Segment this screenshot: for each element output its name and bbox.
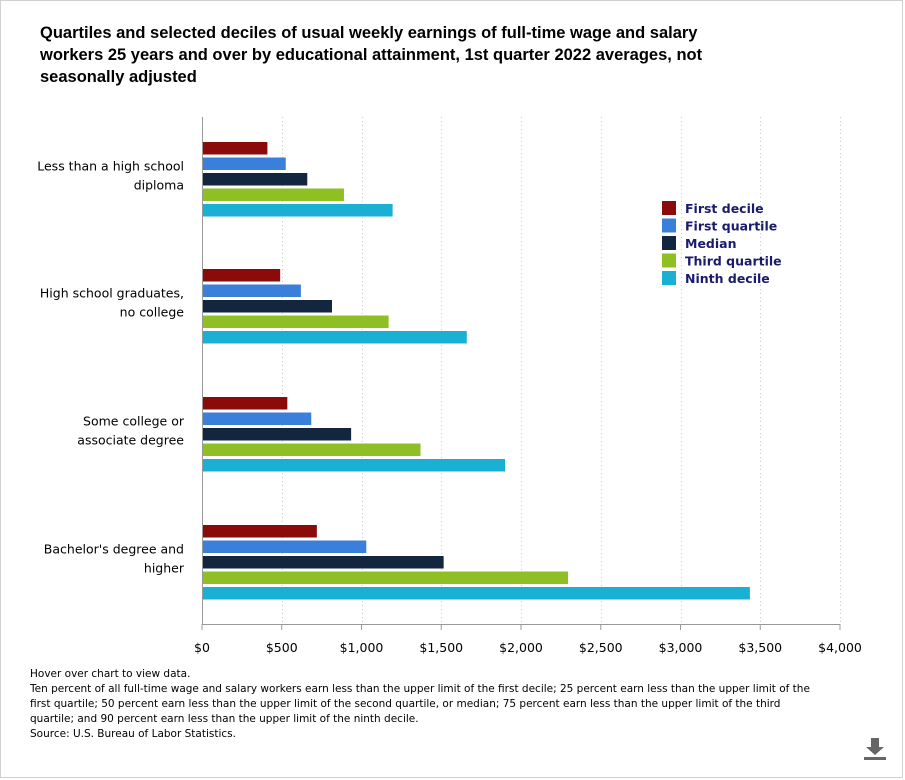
legend-swatch [662, 218, 676, 233]
x-tick-label: $2,000 [499, 640, 543, 655]
category-label: Less than a high school [37, 158, 184, 173]
bar-first-quartile[interactable] [203, 284, 301, 298]
bar-ninth-decile[interactable] [203, 204, 393, 217]
bar-ninth-decile[interactable] [203, 459, 506, 472]
chart-notes: Hover over chart to view data. Ten perce… [30, 667, 820, 742]
legend-label[interactable]: Third quartile [685, 254, 782, 269]
legend-label[interactable]: First quartile [685, 219, 777, 234]
x-tick-label: $1,500 [419, 640, 463, 655]
bar-median[interactable] [203, 300, 332, 313]
category-label: diploma [134, 177, 184, 192]
x-tick-label: $1,000 [340, 640, 384, 655]
legend-label[interactable]: First decile [685, 201, 764, 216]
x-tick-label: $500 [266, 640, 298, 655]
bar-first-quartile[interactable] [203, 540, 367, 554]
x-tick-label: $2,500 [579, 640, 623, 655]
legend-swatch [662, 236, 676, 250]
bar-third-quartile[interactable] [203, 188, 344, 202]
category-label: higher [144, 560, 185, 575]
x-tick-label: $4,000 [818, 640, 862, 655]
legend-swatch [662, 253, 676, 268]
bar-first-decile[interactable] [203, 269, 281, 282]
bar-third-quartile[interactable] [203, 571, 569, 585]
legend-swatch [662, 201, 676, 215]
bar-first-decile[interactable] [203, 397, 288, 410]
download-icon [864, 738, 886, 760]
x-tick-label: $3,500 [738, 640, 782, 655]
legend-label[interactable]: Median [685, 236, 736, 251]
bar-median[interactable] [203, 173, 308, 186]
bar-first-decile[interactable] [203, 525, 317, 538]
category-label: High school graduates, [40, 285, 184, 300]
chart-title: Quartiles and selected deciles of usual … [40, 24, 703, 86]
bar-first-quartile[interactable] [203, 412, 312, 426]
category-label: Bachelor's degree and [44, 541, 184, 556]
hover-note: Hover over chart to view data. [30, 668, 191, 680]
bar-first-quartile[interactable] [203, 157, 286, 171]
x-tick-label: $3,000 [659, 640, 703, 655]
download-button[interactable] [861, 734, 889, 762]
bar-median[interactable] [203, 428, 352, 441]
bar-third-quartile[interactable] [203, 443, 421, 457]
category-label: Some college or [83, 413, 185, 428]
category-label: no college [120, 304, 185, 319]
bar-median[interactable] [203, 556, 444, 569]
footnote: Ten percent of all full-time wage and sa… [30, 683, 810, 725]
bar-third-quartile[interactable] [203, 315, 389, 329]
source-note: Source: U.S. Bureau of Labor Statistics. [30, 728, 236, 740]
bar-ninth-decile[interactable] [203, 587, 750, 600]
x-tick-label: $0 [194, 640, 210, 655]
bar-first-decile[interactable] [203, 142, 268, 155]
legend-label[interactable]: Ninth decile [685, 271, 770, 286]
bar-ninth-decile[interactable] [203, 331, 467, 344]
category-label: associate degree [77, 432, 184, 447]
legend-swatch [662, 271, 676, 285]
